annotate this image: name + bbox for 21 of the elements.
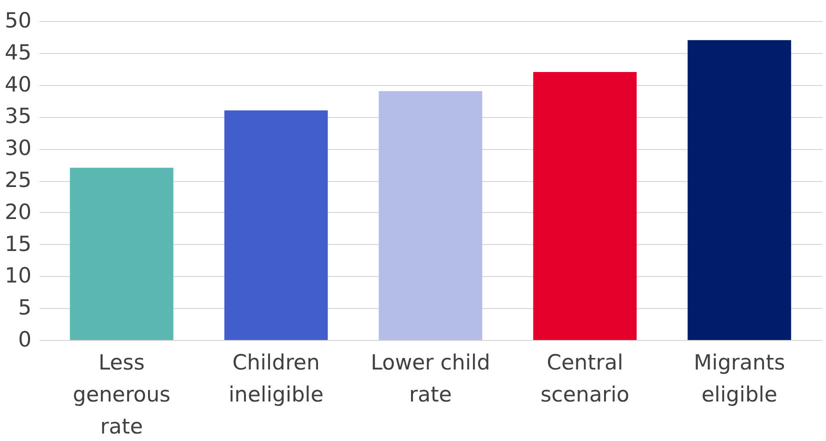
x-tick-label: Central scenario <box>540 350 630 406</box>
bar <box>70 168 174 340</box>
y-tick-label: 0 <box>18 328 32 352</box>
x-tick-label: Migrants eligible <box>694 350 786 406</box>
y-tick-label: 20 <box>4 200 32 224</box>
y-tick-label: 15 <box>4 232 32 256</box>
bar <box>688 40 792 340</box>
y-tick-label: 25 <box>4 168 32 192</box>
bar <box>378 91 482 340</box>
y-tick-label: 40 <box>4 72 32 96</box>
y-tick-label: 50 <box>4 8 32 32</box>
x-tick-label: Lower child rate <box>370 350 490 406</box>
x-tick-label: Less generous rate <box>72 350 171 438</box>
y-tick-label: 10 <box>4 264 32 288</box>
y-tick-label: 30 <box>4 136 32 160</box>
y-tick-label: 5 <box>18 296 32 320</box>
x-tick-label: Children ineligible <box>228 350 324 406</box>
bar <box>224 110 328 340</box>
y-tick-label: 45 <box>4 40 32 64</box>
y-tick-label: 35 <box>4 104 32 128</box>
bar <box>533 72 637 340</box>
